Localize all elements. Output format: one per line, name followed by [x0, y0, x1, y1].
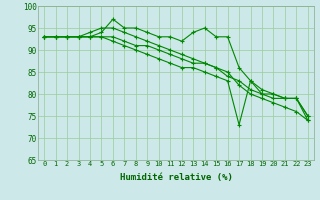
X-axis label: Humidité relative (%): Humidité relative (%): [120, 173, 232, 182]
